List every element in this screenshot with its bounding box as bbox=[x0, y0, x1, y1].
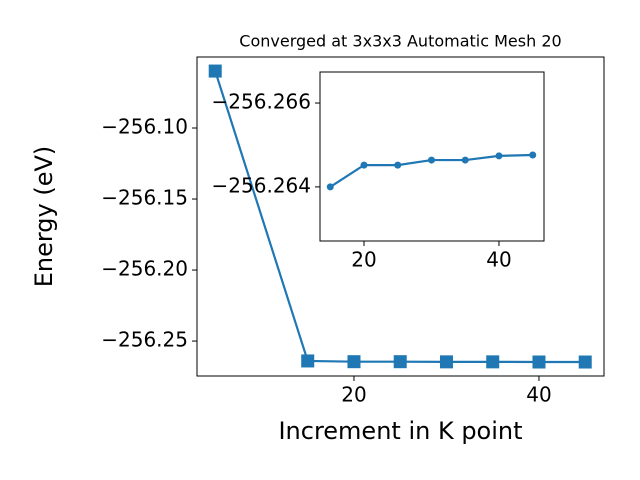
x-axis-label: Increment in K point bbox=[278, 417, 522, 445]
y-axis-label: Energy (eV) bbox=[30, 146, 58, 288]
marker bbox=[461, 156, 469, 164]
series-line bbox=[214, 70, 586, 364]
x-tick-label: 20 bbox=[351, 248, 376, 272]
y-tick-label: −256.266 bbox=[212, 90, 311, 114]
marker bbox=[427, 156, 435, 164]
marker bbox=[495, 152, 503, 160]
x-tick-label: 40 bbox=[486, 248, 511, 272]
y-tick-label: −256.15 bbox=[101, 186, 188, 210]
marker bbox=[393, 355, 407, 369]
marker bbox=[301, 354, 315, 368]
marker bbox=[529, 151, 537, 159]
marker bbox=[486, 355, 500, 369]
y-tick-label: −256.25 bbox=[101, 328, 188, 352]
chart-title: Converged at 3x3x3 Automatic Mesh 20 bbox=[239, 32, 561, 51]
y-tick-label: −256.264 bbox=[212, 173, 311, 197]
y-tick-label: −256.20 bbox=[101, 257, 188, 281]
marker bbox=[394, 161, 402, 169]
marker bbox=[360, 161, 368, 169]
marker bbox=[347, 355, 361, 369]
marker bbox=[578, 355, 592, 369]
marker bbox=[532, 355, 546, 369]
marker bbox=[439, 355, 453, 369]
y-tick-label: −256.10 bbox=[101, 115, 188, 139]
x-tick-label: 20 bbox=[341, 383, 366, 407]
marker bbox=[208, 64, 222, 78]
x-tick-label: 40 bbox=[526, 383, 551, 407]
marker bbox=[326, 183, 334, 191]
